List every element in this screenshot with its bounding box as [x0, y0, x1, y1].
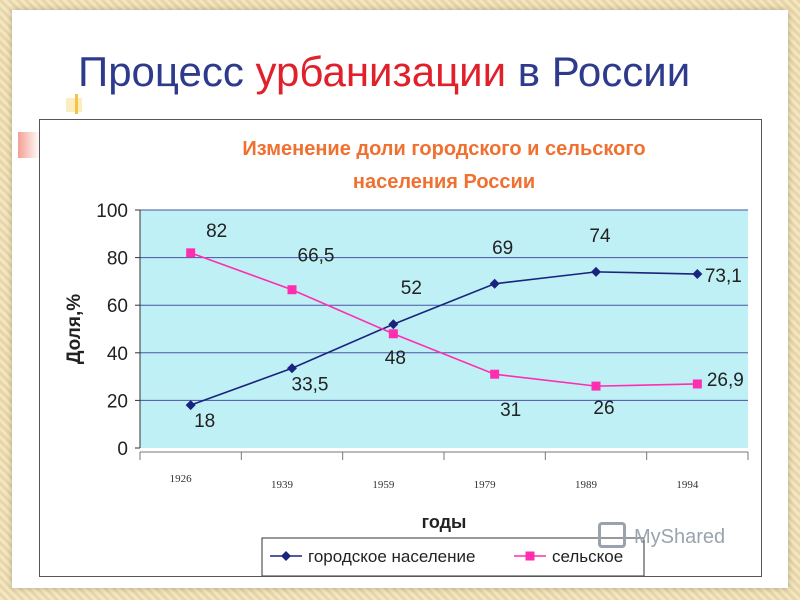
- title-part-main: Процесс: [78, 48, 256, 95]
- x-tick-label: 1959: [372, 479, 395, 491]
- legend-label-urban: городское население: [308, 547, 475, 566]
- chart-title-line: населения России: [353, 171, 535, 193]
- x-tick-label: 1979: [474, 479, 497, 491]
- title-part-accent: урбанизации: [255, 48, 507, 95]
- decor-red-stripe: [18, 132, 40, 158]
- data-label: 31: [500, 400, 521, 421]
- chart-frame: Изменение доли городского и сельского нас…: [39, 119, 762, 577]
- y-axis-label: Доля,%: [64, 294, 85, 364]
- data-point-rural: [186, 248, 196, 258]
- watermark: MyShared: [598, 520, 758, 560]
- data-point-rural: [287, 285, 297, 295]
- myshared-logo-icon: [598, 522, 626, 548]
- y-tick-label: 60: [107, 296, 128, 317]
- data-label: 18: [194, 411, 215, 432]
- data-point-rural: [388, 329, 398, 339]
- decor-bar: [75, 94, 78, 114]
- data-point-urban: [489, 278, 500, 289]
- legend-marker-rural: [525, 551, 535, 561]
- y-tick-label: 20: [107, 391, 128, 412]
- data-point-rural: [591, 381, 601, 391]
- data-point-urban: [287, 363, 297, 374]
- watermark-text: MyShared: [634, 526, 726, 548]
- plot-area: [140, 210, 748, 448]
- slide-title: Процесс урбанизации в России: [78, 48, 690, 96]
- data-label: 82: [206, 221, 227, 242]
- y-tick-label: 100: [96, 201, 128, 222]
- title-part-rest: в России: [506, 48, 691, 95]
- line-chart: Изменение доли городского и сельского нас…: [64, 138, 749, 576]
- data-point-urban: [388, 319, 399, 330]
- data-point-urban: [692, 269, 703, 280]
- data-label: 73,1: [705, 266, 742, 287]
- data-label: 52: [401, 278, 422, 299]
- x-tick-label: 1989: [575, 479, 598, 491]
- data-label: 69: [492, 238, 513, 259]
- x-tick-label: 1994: [676, 479, 699, 491]
- data-label: 66,5: [298, 246, 335, 267]
- legend-label-rural: сельское: [552, 547, 623, 566]
- legend-marker-urban: [281, 551, 291, 561]
- y-tick-label: 80: [107, 249, 128, 270]
- data-label: 26,9: [707, 370, 744, 391]
- data-label: 48: [385, 348, 406, 369]
- y-tick-label: 0: [117, 439, 128, 460]
- data-point-rural: [692, 379, 702, 389]
- legend-box: [261, 537, 645, 576]
- data-label: 26: [593, 398, 614, 419]
- chart-title-line: Изменение доли городского и сельского: [242, 138, 645, 160]
- data-label: 74: [589, 226, 611, 247]
- decor-highlight: [66, 98, 82, 112]
- x-tick-label: 1939: [271, 479, 294, 491]
- y-tick-label: 40: [107, 344, 128, 365]
- x-tick-label: 1926: [170, 473, 193, 485]
- data-point-rural: [490, 369, 500, 379]
- data-label: 33,5: [292, 374, 329, 395]
- series-line-rural: [190, 252, 698, 387]
- series-line-urban: [190, 271, 698, 406]
- data-point-urban: [591, 266, 601, 277]
- x-axis-label: годы: [422, 512, 467, 532]
- data-point-urban: [185, 400, 196, 411]
